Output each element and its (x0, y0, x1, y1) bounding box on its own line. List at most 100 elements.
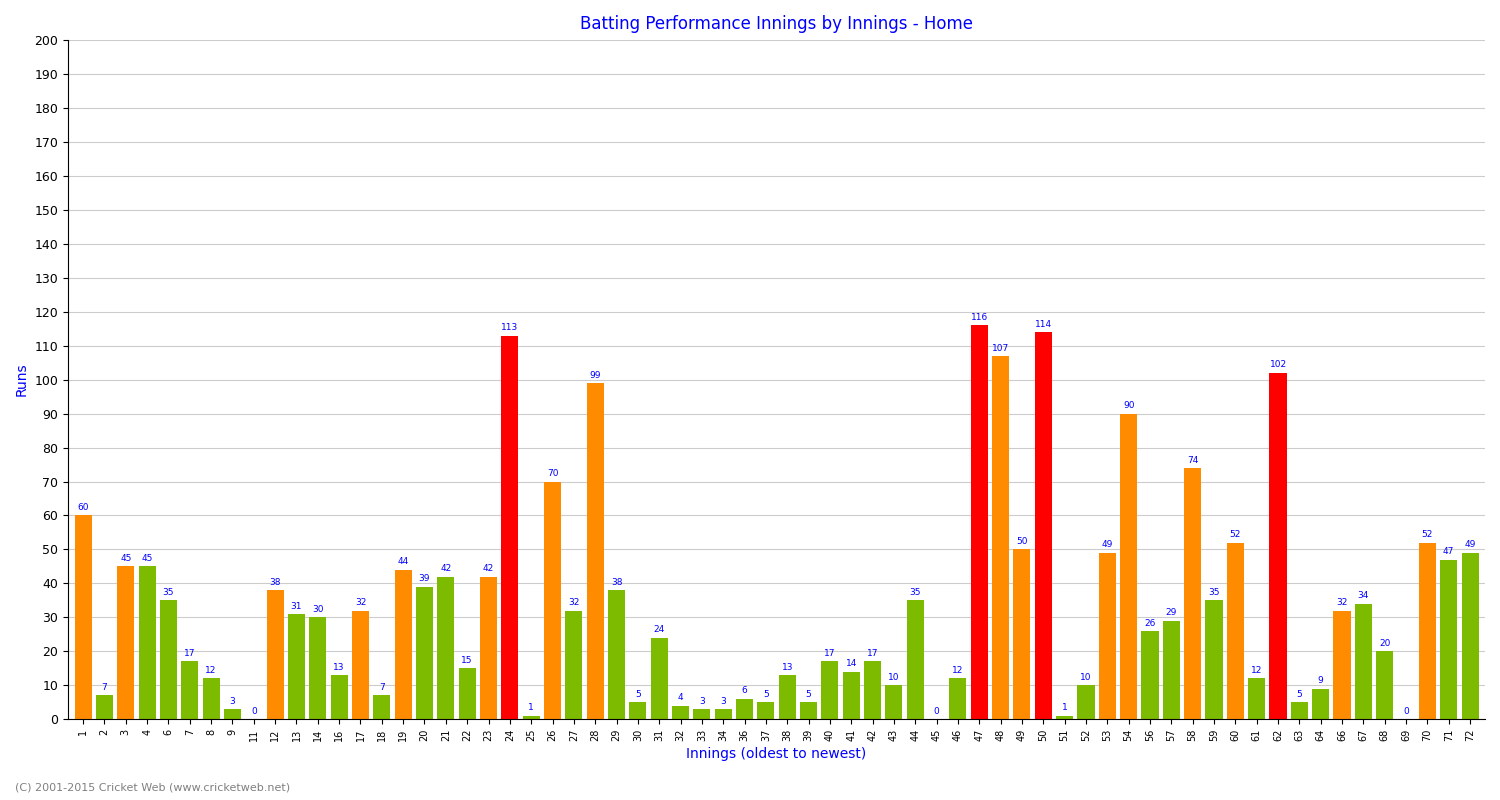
Text: 17: 17 (184, 649, 195, 658)
Text: 5: 5 (634, 690, 640, 699)
Bar (736, 699, 753, 719)
Text: 17: 17 (824, 649, 836, 658)
Bar (970, 326, 988, 719)
Bar (1461, 553, 1479, 719)
Text: 107: 107 (992, 343, 1010, 353)
Text: 35: 35 (909, 588, 921, 597)
Bar (1077, 686, 1095, 719)
Bar (309, 618, 327, 719)
Text: 10: 10 (1080, 673, 1092, 682)
Text: 113: 113 (501, 323, 519, 332)
Bar (160, 600, 177, 719)
Text: 45: 45 (141, 554, 153, 563)
Text: 31: 31 (291, 602, 302, 610)
Bar (394, 570, 411, 719)
Text: 14: 14 (846, 659, 856, 668)
Text: 9: 9 (1318, 676, 1323, 686)
Text: 26: 26 (1144, 618, 1155, 627)
Text: 39: 39 (419, 574, 430, 583)
Text: 70: 70 (548, 469, 558, 478)
Bar (374, 695, 390, 719)
Text: 42: 42 (440, 564, 452, 574)
Text: 1: 1 (528, 703, 534, 713)
Text: 60: 60 (78, 503, 88, 512)
Bar (288, 614, 304, 719)
Text: 47: 47 (1443, 547, 1455, 556)
Bar (480, 577, 496, 719)
Text: 4: 4 (678, 694, 684, 702)
Bar (522, 716, 540, 719)
Bar (117, 566, 135, 719)
Text: 102: 102 (1269, 361, 1287, 370)
Text: 15: 15 (462, 656, 472, 665)
Y-axis label: Runs: Runs (15, 363, 28, 397)
Text: 49: 49 (1101, 541, 1113, 550)
Bar (416, 586, 434, 719)
Bar (800, 702, 818, 719)
Text: 74: 74 (1186, 455, 1198, 465)
Bar (1162, 621, 1180, 719)
Bar (672, 706, 688, 719)
Text: 38: 38 (270, 578, 280, 586)
Bar (586, 383, 603, 719)
Bar (1334, 610, 1350, 719)
Text: 20: 20 (1378, 639, 1390, 648)
Bar (778, 675, 796, 719)
Bar (1419, 542, 1436, 719)
Text: 6: 6 (741, 686, 747, 695)
Text: 5: 5 (806, 690, 812, 699)
Bar (1440, 560, 1458, 719)
Bar (1269, 373, 1287, 719)
Text: 114: 114 (1035, 320, 1052, 329)
Bar (1248, 678, 1264, 719)
Bar (459, 668, 476, 719)
Text: 30: 30 (312, 605, 324, 614)
Bar (885, 686, 903, 719)
Text: 5: 5 (764, 690, 770, 699)
Bar (1142, 631, 1158, 719)
X-axis label: Innings (oldest to newest): Innings (oldest to newest) (687, 747, 867, 761)
Text: 32: 32 (568, 598, 579, 607)
Bar (267, 590, 284, 719)
Text: 42: 42 (483, 564, 494, 574)
Bar (1292, 702, 1308, 719)
Text: 3: 3 (230, 697, 236, 706)
Bar (758, 702, 774, 719)
Text: 0: 0 (933, 707, 939, 716)
Bar (950, 678, 966, 719)
Bar (1014, 550, 1031, 719)
Title: Batting Performance Innings by Innings - Home: Batting Performance Innings by Innings -… (580, 15, 974, 33)
Bar (822, 662, 839, 719)
Bar (544, 482, 561, 719)
Text: 10: 10 (888, 673, 900, 682)
Text: 50: 50 (1016, 537, 1028, 546)
Text: 45: 45 (120, 554, 132, 563)
Bar (566, 610, 582, 719)
Text: 49: 49 (1464, 541, 1476, 550)
Text: 116: 116 (970, 313, 988, 322)
Bar (1376, 651, 1394, 719)
Bar (75, 515, 92, 719)
Bar (352, 610, 369, 719)
Text: 52: 52 (1230, 530, 1240, 539)
Bar (501, 335, 519, 719)
Text: (C) 2001-2015 Cricket Web (www.cricketweb.net): (C) 2001-2015 Cricket Web (www.cricketwe… (15, 782, 290, 792)
Text: 12: 12 (206, 666, 218, 675)
Bar (96, 695, 112, 719)
Bar (182, 662, 198, 719)
Bar (651, 638, 668, 719)
Text: 7: 7 (380, 683, 384, 692)
Text: 7: 7 (102, 683, 108, 692)
Text: 0: 0 (1402, 707, 1408, 716)
Bar (693, 709, 711, 719)
Text: 0: 0 (251, 707, 257, 716)
Bar (843, 672, 860, 719)
Bar (1227, 542, 1244, 719)
Bar (608, 590, 625, 719)
Bar (1354, 604, 1372, 719)
Bar (864, 662, 880, 719)
Text: 32: 32 (356, 598, 366, 607)
Bar (1035, 332, 1052, 719)
Bar (906, 600, 924, 719)
Bar (630, 702, 646, 719)
